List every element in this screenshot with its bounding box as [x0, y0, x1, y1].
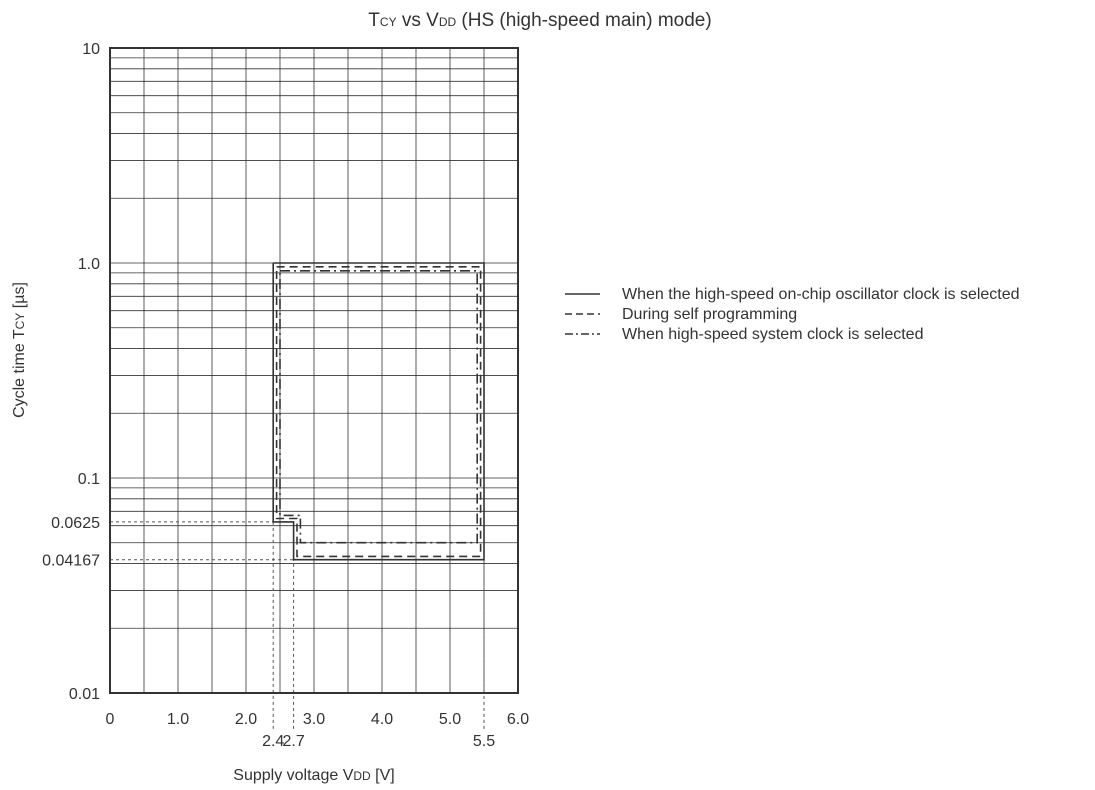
x-axis-label: Supply voltage VDD [V]	[233, 767, 394, 784]
plot-frame	[109, 47, 519, 694]
y-tick-labels: 10 1.0 0.1 0.0625 0.04167 0.01	[42, 41, 100, 703]
legend-label: When high-speed system clock is selected	[622, 326, 923, 343]
x-tick-label: 6.0	[507, 711, 529, 728]
x-tick-label: 3.0	[303, 711, 325, 728]
series-lines	[272, 262, 485, 561]
legend-label: During self programming	[622, 306, 797, 323]
y-tick-label: 0.1	[78, 471, 100, 488]
y-tick-label: 0.0625	[51, 515, 100, 532]
grid	[110, 48, 518, 693]
y-tick-label: 0.01	[69, 686, 100, 703]
x-tick-label: 0	[106, 711, 115, 728]
x-tick-label-extra: 2.4	[262, 733, 284, 750]
series-line-dashdot	[279, 269, 479, 544]
x-tick-label: 1.0	[167, 711, 189, 728]
y-tick-label: 0.04167	[42, 553, 100, 570]
x-tick-label-extra: 2.7	[282, 733, 304, 750]
y-axis-label: Cycle time TCY [µs]	[11, 282, 28, 418]
chart-title: TCY vs VDD (HS (high-speed main) mode)	[368, 10, 711, 31]
y-tick-label: 10	[82, 41, 100, 58]
x-tick-label-extra: 5.5	[473, 733, 495, 750]
x-tick-label: 4.0	[371, 711, 393, 728]
x-tick-label: 2.0	[235, 711, 257, 728]
reference-lines	[110, 521, 485, 730]
y-tick-label: 1.0	[78, 256, 100, 273]
x-tick-label: 5.0	[439, 711, 461, 728]
x-tick-labels: 0 1.0 2.0 3.0 4.0 5.0 6.0 2.42.7 5.5	[106, 711, 530, 750]
series-line-dashed	[275, 265, 482, 558]
legend: When the high-speed on-chip oscillator c…	[565, 286, 1020, 343]
legend-label: When the high-speed on-chip oscillator c…	[622, 286, 1020, 303]
series-line-solid	[272, 262, 485, 561]
